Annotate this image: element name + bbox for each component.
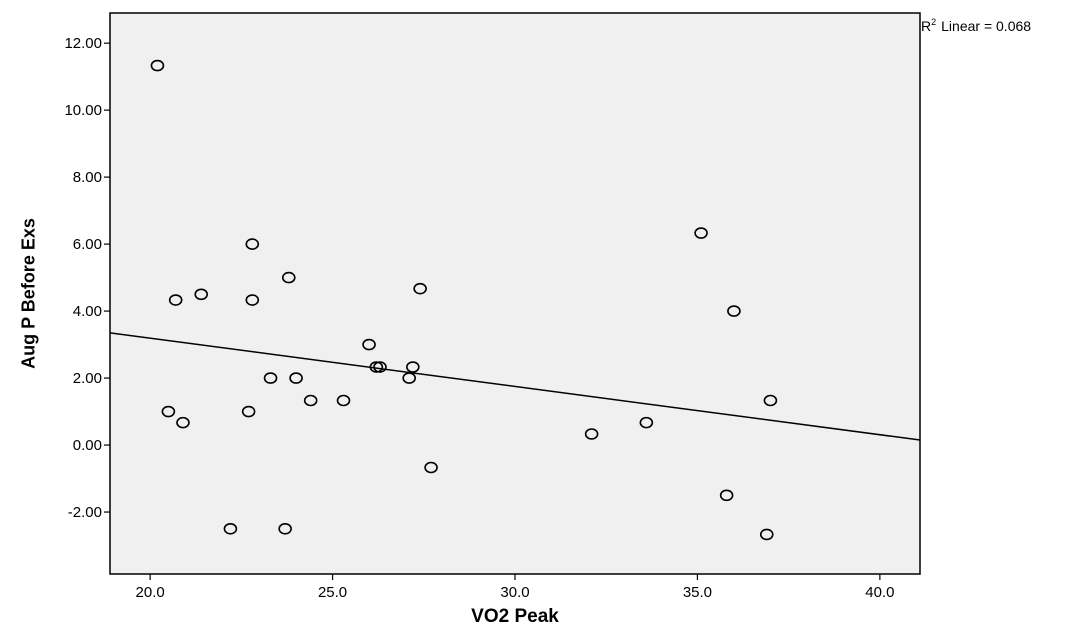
data-point (759, 528, 774, 541)
data-point (639, 416, 654, 429)
x-tick-label: 30.0 (500, 584, 529, 601)
x-tick-label: 35.0 (683, 584, 712, 601)
data-point (402, 372, 416, 384)
y-tick-label: -2.00 (68, 504, 102, 521)
x-tick-label: 40.0 (865, 584, 894, 601)
data-point (303, 394, 318, 407)
x-axis-ticks: 20.0 25.0 30.0 35.0 40.0 (136, 574, 894, 601)
y-tick-label: 0.00 (73, 437, 102, 454)
data-point (763, 394, 778, 407)
r2-value: Linear = 0.068 (941, 18, 1031, 34)
data-point (245, 238, 260, 250)
y-axis-title: Aug P Before Exs (18, 218, 38, 369)
data-point (176, 416, 190, 429)
y-axis-ticks: -2.00 0.00 2.00 4.00 6.00 8.00 10.00 12.00 (64, 35, 110, 521)
y-tick-label: 4.00 (73, 303, 102, 320)
data-point (413, 282, 427, 295)
data-point (362, 338, 376, 351)
linear-fit-line (109, 332, 921, 441)
data-point (281, 271, 296, 284)
data-point (584, 428, 599, 440)
points-layer (150, 59, 778, 541)
y-tick-label: 10.00 (64, 102, 102, 119)
data-point (245, 294, 260, 306)
data-point (263, 372, 278, 384)
data-point (241, 405, 256, 418)
data-point (161, 405, 176, 418)
x-axis-title: VO2 Peak (471, 606, 559, 627)
data-point (406, 361, 420, 373)
data-point (194, 288, 209, 301)
data-point (336, 394, 351, 407)
data-point (223, 522, 238, 535)
data-point (168, 294, 183, 306)
r2-annotation: R2 Linear = 0.068 (921, 17, 1031, 34)
data-point (278, 522, 292, 535)
data-point (289, 372, 303, 384)
data-point (373, 361, 387, 373)
r2-superscript: 2 (931, 17, 936, 27)
r2-symbol: R (921, 18, 931, 34)
data-point (150, 59, 165, 72)
y-tick-label: 2.00 (73, 370, 102, 387)
y-tick-label: 6.00 (73, 236, 102, 253)
plot-background (110, 13, 920, 574)
data-point (719, 489, 734, 502)
data-point (727, 305, 741, 317)
data-point (424, 461, 438, 474)
y-tick-label: 8.00 (73, 169, 102, 186)
data-point (694, 227, 708, 239)
y-tick-label: 12.00 (64, 35, 102, 52)
data-point (369, 361, 384, 373)
x-tick-label: 20.0 (136, 584, 165, 601)
x-tick-label: 25.0 (318, 584, 347, 601)
fit-line-layer (109, 332, 921, 441)
